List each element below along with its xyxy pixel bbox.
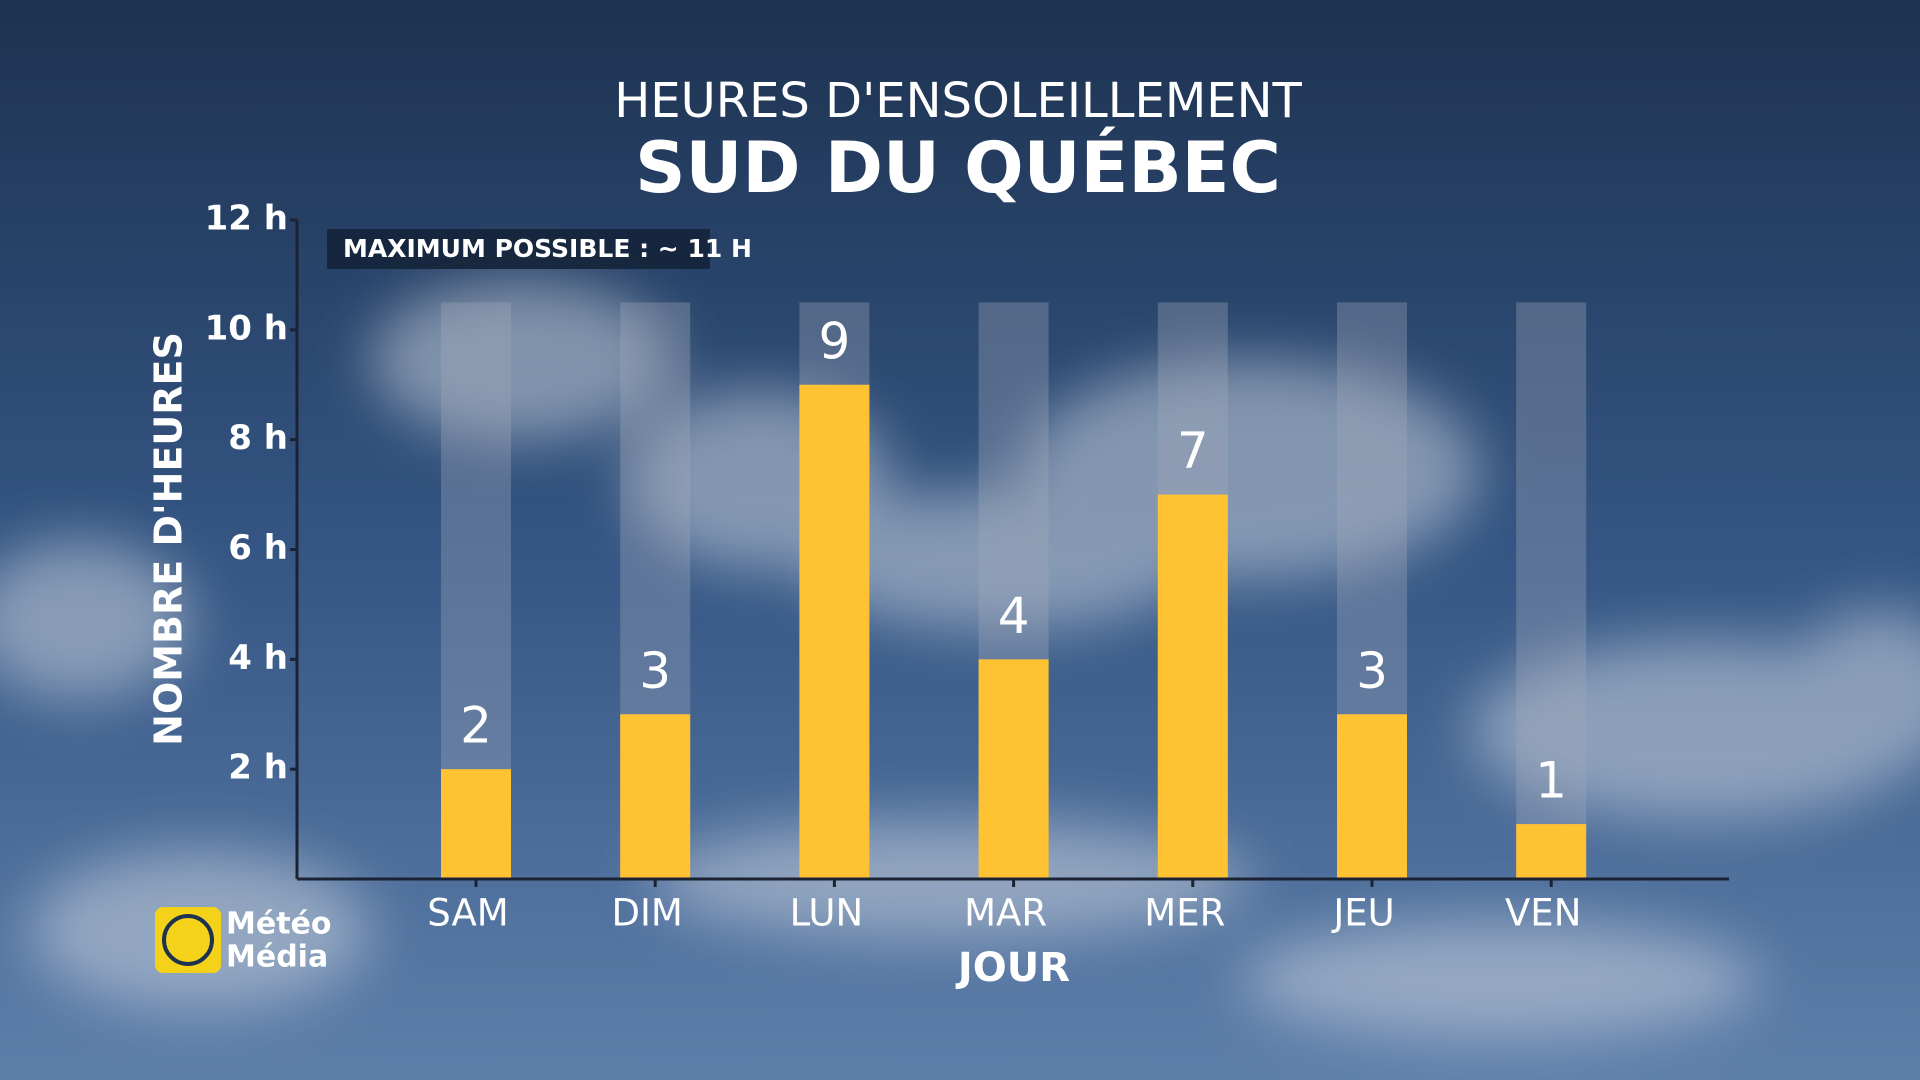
annotation-box (327, 229, 710, 269)
chart-subtitle: SUD DU QUÉBEC (635, 127, 1281, 209)
value-label: 4 (998, 587, 1030, 645)
x-tick-label: MAR (964, 892, 1047, 935)
x-tick-label: JEU (1331, 892, 1394, 935)
logo: Météo Média (155, 907, 332, 975)
y-tick-label: 12 h (205, 199, 288, 239)
bar (1337, 714, 1407, 879)
bar (620, 714, 691, 879)
annotation: MAXIMUM POSSIBLE : ~ 11 H (343, 234, 752, 263)
x-tick-label: LUN (790, 892, 864, 935)
value-label: 7 (1177, 422, 1209, 480)
y-tick-label: 8 h (228, 418, 288, 458)
max-bar (1516, 302, 1587, 879)
x-tick-label: SAM (427, 892, 508, 935)
logo-text: Média (226, 940, 328, 975)
value-label: 3 (1356, 642, 1388, 700)
x-tick-label: DIM (612, 892, 683, 935)
x-tick-label: MER (1144, 892, 1225, 935)
y-tick-label: 4 h (228, 638, 288, 678)
bar (1516, 824, 1587, 879)
bar (799, 384, 870, 879)
bar (1157, 494, 1228, 879)
value-label: 2 (460, 697, 492, 755)
logo-globe (162, 914, 214, 966)
value-label: 3 (639, 642, 671, 700)
y-axis-title: NOMBRE D'HEURES (147, 332, 191, 746)
chart-title: HEURES D'ENSOLEILLEMENT (614, 73, 1302, 129)
bar (441, 769, 511, 879)
y-tick-label: 6 h (228, 528, 288, 568)
value-label: 9 (818, 312, 850, 370)
logo-text: Météo (226, 907, 332, 942)
bar (978, 659, 1049, 879)
y-tick-label: 10 h (205, 308, 288, 348)
value-label: 1 (1535, 752, 1567, 810)
x-tick-label: VEN (1505, 892, 1581, 935)
y-tick-label: 2 h (228, 748, 288, 788)
x-axis-title: JOUR (955, 945, 1070, 991)
